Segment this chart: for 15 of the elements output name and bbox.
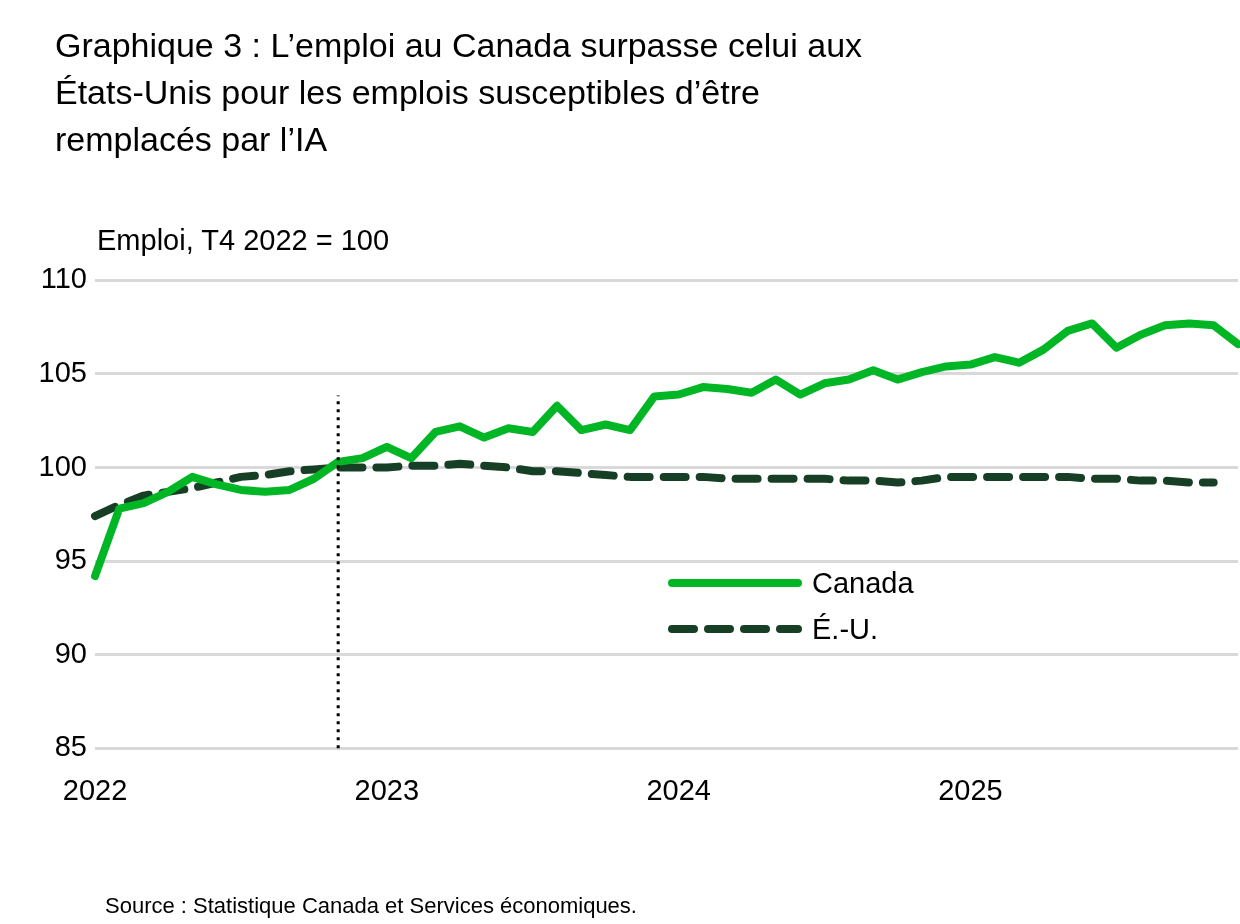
y-tick-label: 95 bbox=[54, 543, 87, 576]
y-tick-label: 100 bbox=[38, 449, 87, 482]
source-note: Source : Statistique Canada et Services économiques. bbox=[105, 893, 637, 919]
x-tick-label: 2023 bbox=[354, 773, 420, 806]
x-tick-label: 2022 bbox=[62, 773, 128, 806]
y-axis-title: Emploi, T4 2022 = 100 bbox=[97, 224, 390, 257]
y-tick-label: 110 bbox=[40, 262, 87, 295]
y-tick-label: 105 bbox=[38, 355, 87, 388]
legend-label: É.-U. bbox=[812, 612, 879, 646]
x-tick-label: 2025 bbox=[938, 773, 1003, 806]
chart-title: Graphique 3 : L’emploi au Canada surpasse celui aux États-Unis pour les emplois susceptibles d’être remplacés par l’IA bbox=[55, 25, 864, 160]
x-tick-label: 2024 bbox=[646, 773, 711, 806]
y-tick-label: 85 bbox=[54, 730, 87, 763]
legend-label: Canada bbox=[812, 566, 914, 600]
y-tick-label: 90 bbox=[54, 636, 87, 669]
